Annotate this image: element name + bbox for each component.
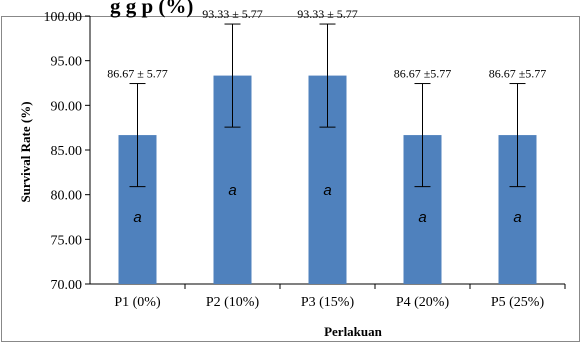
x-tick-label: P3 (15%) xyxy=(301,295,355,310)
significance-labels: a a a a a xyxy=(133,182,521,226)
data-labels: 86.67 ± 5.77 93.33 ± 5.77 93.33 ± 5.77 86.6… xyxy=(107,7,546,80)
data-label: 93.33 ± 5.77 xyxy=(297,7,358,21)
data-label: 86.67 ±5.77 xyxy=(394,67,452,81)
error-bars xyxy=(129,23,526,188)
chart-header-fragment: g g p (%) xyxy=(110,0,193,18)
y-axis-title: Survival Rate (%) xyxy=(18,101,33,202)
y-axis-ticks: 70.00 75.00 80.00 85.00 90.00 95.00 100.00 xyxy=(44,10,90,293)
y-tick-label: 90.00 xyxy=(51,99,83,114)
significance-label: a xyxy=(513,209,521,226)
y-tick-label: 85.00 xyxy=(51,144,83,159)
chart-frame xyxy=(1,16,580,342)
data-label: 86.67 ±5.77 xyxy=(489,67,547,81)
significance-label: a xyxy=(133,209,141,226)
significance-label: a xyxy=(323,182,331,199)
data-label: 86.67 ± 5.77 xyxy=(107,67,168,81)
x-tick-label: P2 (10%) xyxy=(206,295,260,310)
y-tick-label: 70.00 xyxy=(51,278,83,293)
y-tick-label: 95.00 xyxy=(51,55,83,70)
y-tick-label: 75.00 xyxy=(51,233,83,248)
x-axis-title: Perlakuan xyxy=(324,324,383,339)
x-tick-label: P1 (0%) xyxy=(114,295,161,310)
data-label: 93.33 ± 5.77 xyxy=(202,7,263,21)
y-tick-label: 100.00 xyxy=(44,10,83,25)
significance-label: a xyxy=(228,182,236,199)
significance-label: a xyxy=(418,209,426,226)
y-tick-label: 80.00 xyxy=(51,189,83,204)
x-tick-label: P5 (25%) xyxy=(491,295,545,310)
x-axis-tick-labels: P1 (0%) P2 (10%) P3 (15%) P4 (20%) P5 (25%) xyxy=(114,284,566,310)
x-tick-label: P4 (20%) xyxy=(396,295,450,310)
